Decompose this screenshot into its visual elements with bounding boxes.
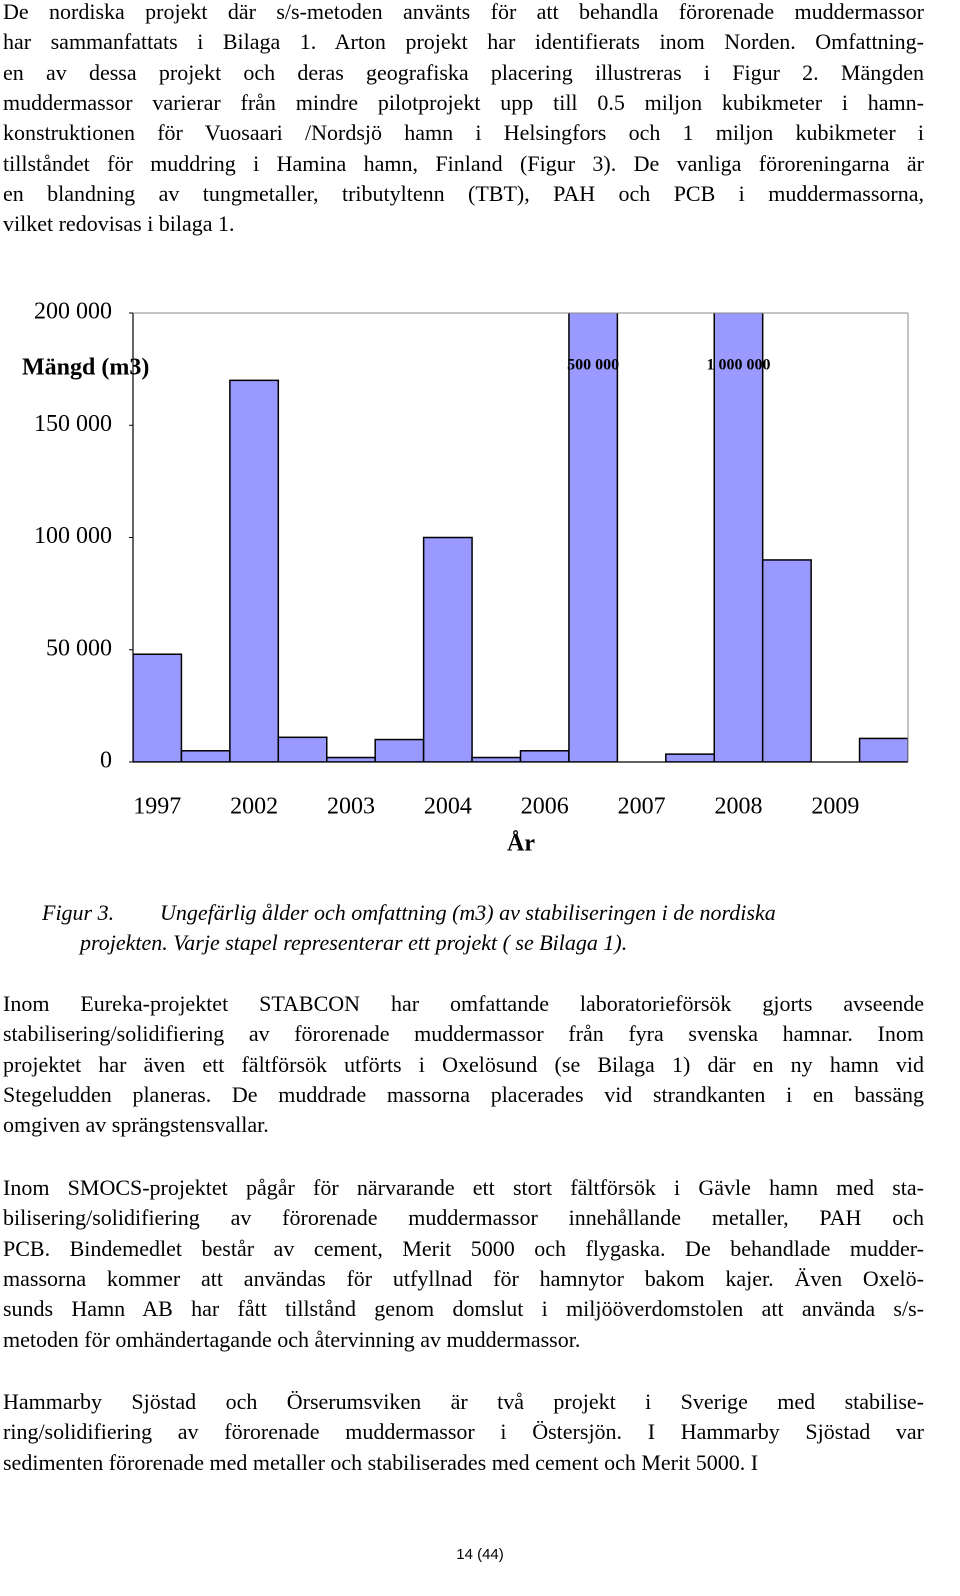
bar	[568, 313, 619, 762]
text-line: Inom Eureka-projektet STABCON har omfatt…	[3, 991, 924, 1016]
bar	[326, 756, 376, 762]
y-tick-label: 200 000	[34, 299, 112, 325]
caption-line: projekten. Varje stapel representerar et…	[80, 930, 628, 956]
caption-label: Figur 3.	[42, 900, 115, 925]
text-line: massorna kommer att användas för utfylln…	[3, 1265, 924, 1291]
text-line: De nordiska projekt där s/s-metoden anvä…	[3, 0, 924, 24]
text-line: stabilisering/solidifiering av förorenad…	[3, 1021, 924, 1047]
bar	[422, 536, 473, 762]
x-tick-label: 2006	[521, 794, 569, 820]
text-line: projektet har även ett fältförsök utfört…	[3, 1051, 924, 1077]
bar	[180, 750, 231, 762]
text-line: konstruktionen för Vuosaari /Nordsjö ham…	[3, 120, 924, 146]
text-line: metoden för omhändertagande och återvinn…	[3, 1326, 581, 1352]
page-number: 14 (44)	[456, 1546, 504, 1563]
text-line: har sammanfattats i Bilaga 1. Arton proj…	[3, 29, 924, 55]
y-axis-label: Mängd (m3)	[22, 355, 149, 381]
text-line: Inom SMOCS-projektet pågår för närvarand…	[3, 1175, 924, 1200]
value-label: 500 000	[567, 357, 619, 374]
y-tick-label: 150 000	[34, 411, 112, 437]
text-line: bilisering/solidifiering av förorenade m…	[3, 1205, 924, 1231]
text-line: tillståndet för muddring i Hamina hamn, …	[3, 150, 924, 176]
x-tick-label: 2008	[714, 794, 762, 820]
text-line: sedimenten förorenade med metaller och s…	[3, 1449, 759, 1475]
chart: Mängd (m3) År 0 50 000 100 000 150 000 200 0…	[22, 299, 909, 857]
caption-line: Ungefärlig ålder och omfattning (m3) av …	[160, 900, 776, 925]
bar	[277, 736, 328, 762]
x-tick-label: 1997	[133, 794, 181, 820]
text-line: PCB. Bindemedlet består av cement, Merit…	[3, 1235, 924, 1261]
x-axis-label: År	[507, 831, 535, 857]
bar	[133, 653, 183, 762]
bar	[471, 756, 522, 762]
text-line: Stegeludden planeras. De muddrade massor…	[3, 1081, 924, 1107]
y-tick-label: 100 000	[34, 523, 112, 549]
bar	[519, 750, 570, 762]
y-tick-label: 50 000	[46, 635, 112, 661]
x-tick-label: 2003	[327, 794, 375, 820]
bar	[374, 738, 425, 762]
bar	[229, 379, 280, 762]
text-line: en av dessa projekt och deras geografisk…	[3, 59, 924, 85]
text-line: omgiven av sprängstensvallar.	[3, 1112, 269, 1138]
y-tick-label: 0	[100, 748, 112, 774]
text-line: Hammarby Sjöstad och Örserumsviken är tv…	[3, 1389, 924, 1414]
x-tick-label: 2007	[618, 794, 666, 820]
text-line: ring/solidifiering av förorenade mudderm…	[3, 1419, 924, 1445]
text-line: muddermassor varierar från mindre pilotp…	[3, 89, 924, 115]
text-line: en blandning av tungmetaller, tributylte…	[3, 180, 924, 206]
plot-area	[133, 313, 908, 762]
bar	[761, 559, 812, 762]
text-line: sunds Hamn AB har fått tillstånd genom d…	[3, 1296, 924, 1322]
bar	[665, 753, 715, 762]
text-line: vilket redovisas i bilaga 1.	[3, 211, 235, 237]
bar	[713, 313, 764, 762]
x-tick-label: 2002	[230, 794, 278, 820]
bar	[858, 737, 908, 762]
x-tick-label: 2004	[424, 794, 472, 820]
x-tick-label: 2009	[811, 794, 859, 820]
value-label: 1 000 000	[706, 357, 770, 374]
